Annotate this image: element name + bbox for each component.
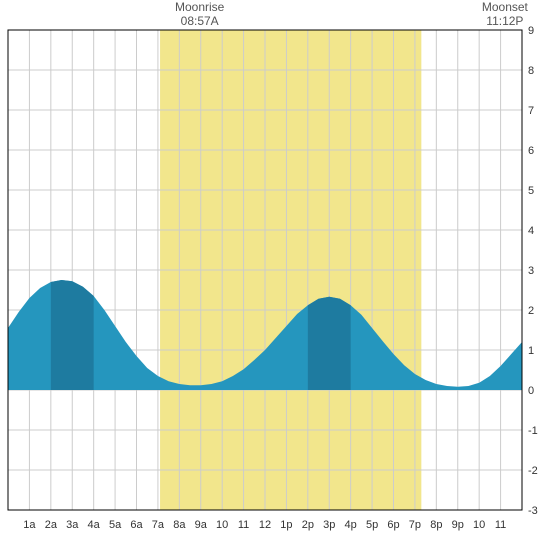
svg-text:11: 11: [238, 519, 249, 531]
svg-text:4p: 4p: [345, 519, 357, 531]
svg-text:4: 4: [528, 225, 534, 237]
moonset-time: 11:12P: [486, 14, 523, 28]
svg-text:7a: 7a: [152, 519, 165, 531]
svg-text:2a: 2a: [45, 519, 58, 531]
svg-text:3p: 3p: [323, 519, 335, 531]
svg-text:1p: 1p: [280, 519, 292, 531]
svg-text:2: 2: [528, 305, 534, 317]
svg-text:9a: 9a: [195, 519, 208, 531]
svg-text:-1: -1: [528, 425, 538, 437]
svg-text:7: 7: [528, 105, 534, 117]
moonset-title: Moonset: [482, 0, 528, 14]
svg-text:5a: 5a: [109, 519, 122, 531]
svg-text:10: 10: [473, 519, 485, 531]
svg-text:5p: 5p: [366, 519, 378, 531]
moonrise-label: Moonrise 08:57A: [170, 0, 230, 29]
svg-text:8: 8: [528, 65, 534, 77]
svg-text:1: 1: [528, 345, 534, 357]
svg-text:7p: 7p: [409, 519, 421, 531]
moonrise-title: Moonrise: [175, 0, 224, 14]
svg-text:6a: 6a: [130, 519, 143, 531]
svg-text:3: 3: [528, 265, 534, 277]
svg-text:2p: 2p: [302, 519, 314, 531]
moonset-label: Moonset 11:12P: [475, 0, 535, 29]
svg-text:8a: 8a: [173, 519, 186, 531]
svg-text:12: 12: [259, 519, 271, 531]
svg-text:6: 6: [528, 145, 534, 157]
svg-text:-3: -3: [528, 505, 538, 517]
svg-text:10: 10: [216, 519, 228, 531]
svg-text:1a: 1a: [23, 519, 36, 531]
moonrise-time: 08:57A: [181, 14, 219, 28]
chart-svg: -3-2-101234567891a2a3a4a5a6a7a8a9a101112…: [0, 0, 550, 550]
svg-text:4a: 4a: [88, 519, 101, 531]
svg-text:-2: -2: [528, 465, 538, 477]
svg-text:6p: 6p: [387, 519, 399, 531]
svg-text:9p: 9p: [452, 519, 464, 531]
tide-chart: Moonrise 08:57A Moonset 11:12P -3-2-1012…: [0, 0, 550, 550]
svg-text:8p: 8p: [430, 519, 442, 531]
svg-text:5: 5: [528, 185, 534, 197]
svg-text:11: 11: [495, 519, 506, 531]
svg-text:3a: 3a: [66, 519, 79, 531]
svg-text:0: 0: [528, 385, 534, 397]
